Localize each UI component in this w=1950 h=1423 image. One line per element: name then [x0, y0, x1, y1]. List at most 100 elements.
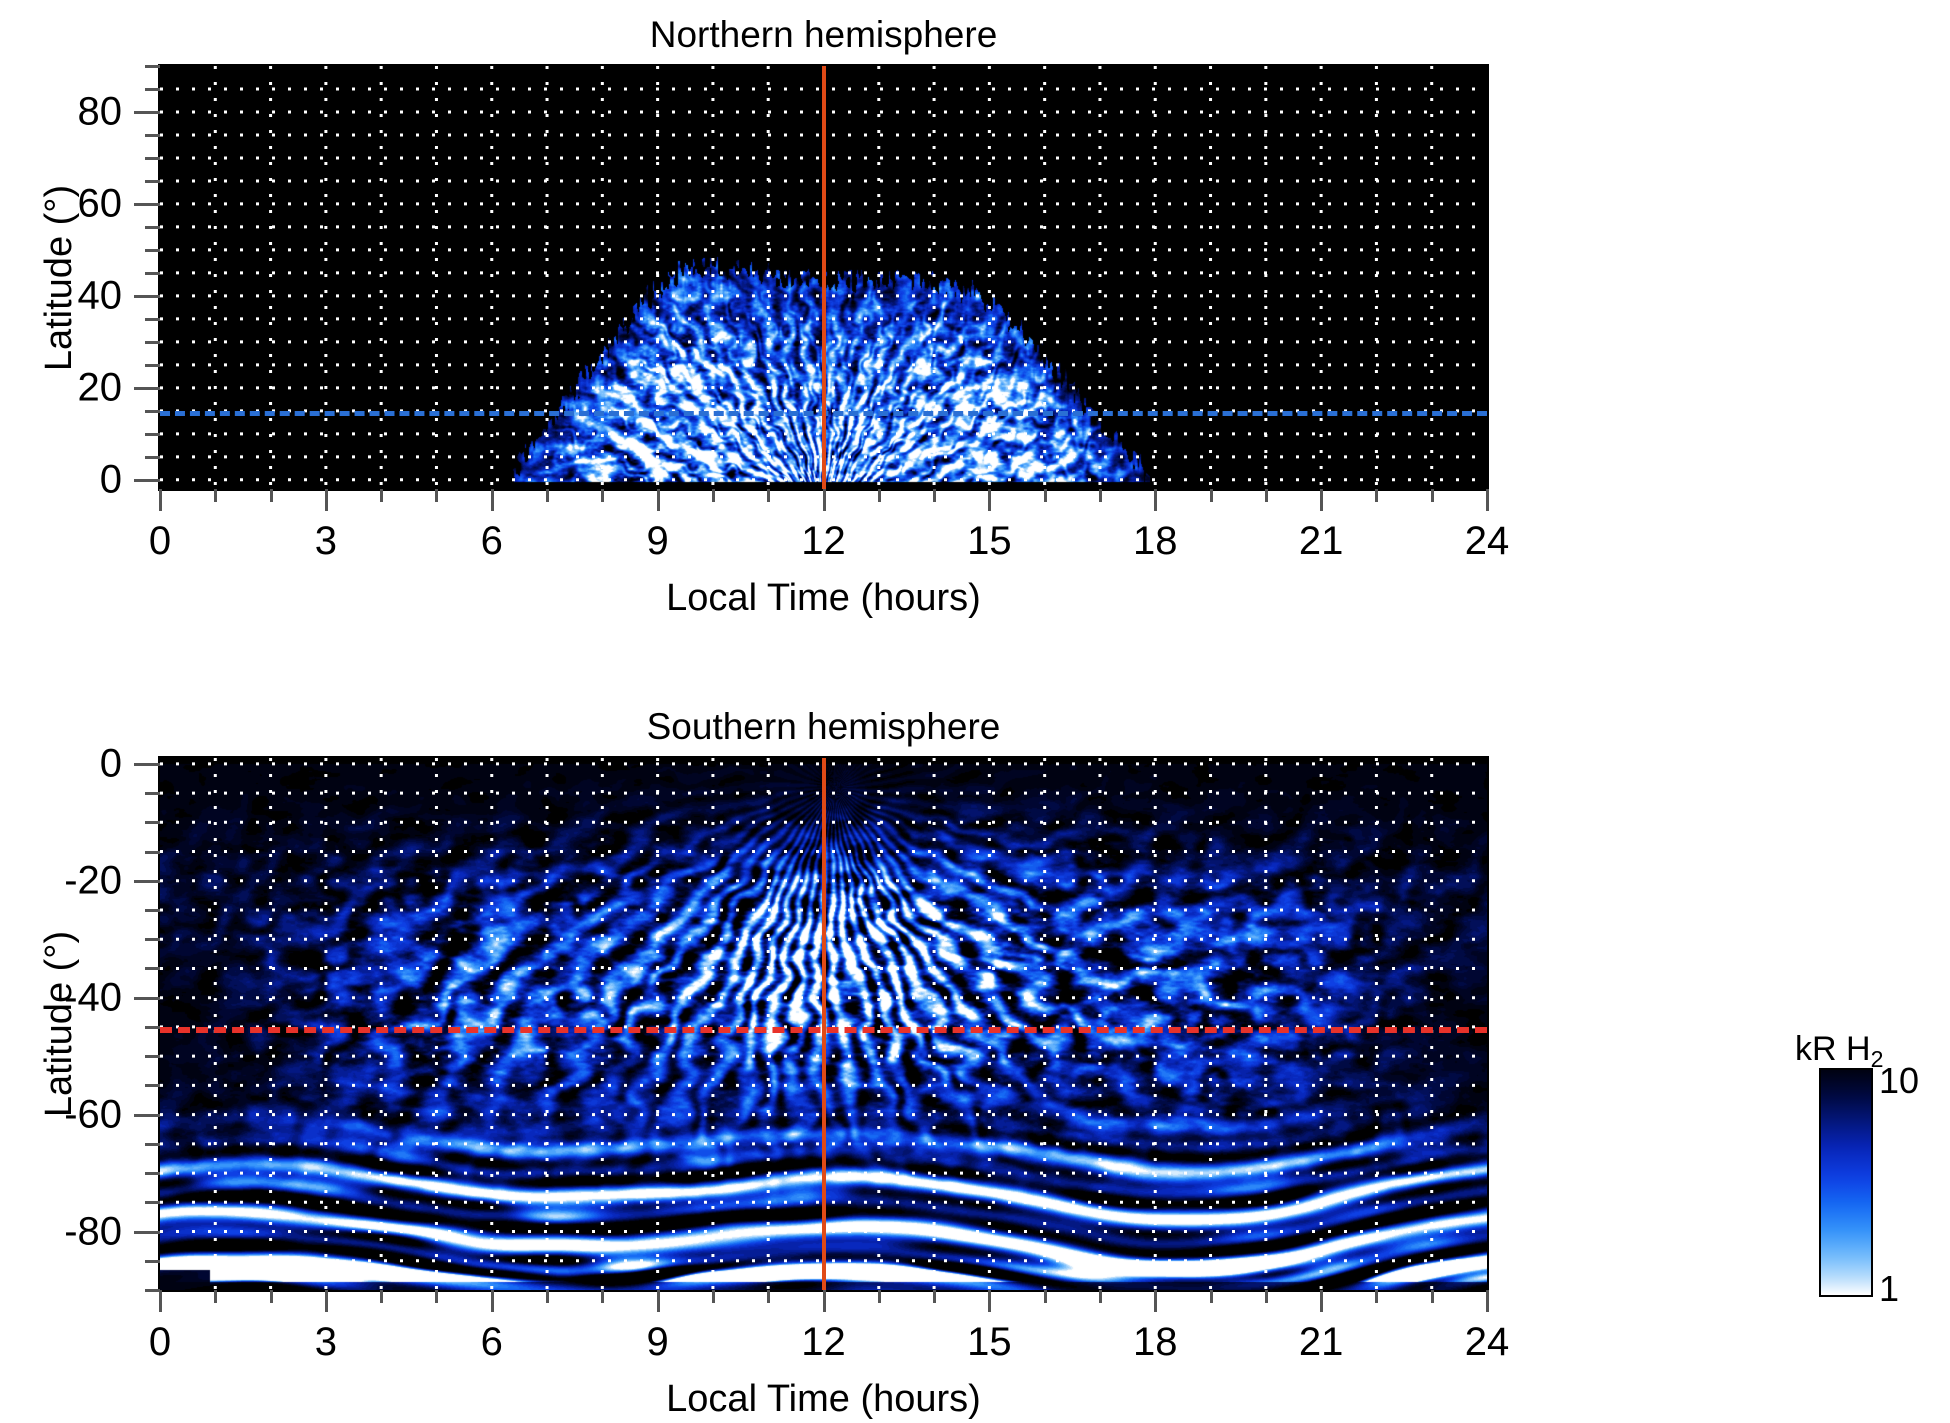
x-axis-tick-label: 15 [967, 519, 1012, 563]
x-axis-minor-tick [380, 1290, 384, 1303]
y-axis-minor-tick [145, 133, 160, 137]
x-axis-major-tick [159, 489, 162, 511]
y-axis-tick-label: 40 [77, 273, 123, 318]
x-axis-major-tick [1486, 1290, 1489, 1312]
x-axis-major-tick [1486, 489, 1489, 511]
x-axis-minor-tick [435, 1290, 439, 1303]
y-axis-minor-tick [145, 432, 160, 436]
x-axis-minor-tick [214, 1290, 218, 1303]
x-axis-minor-tick [1264, 489, 1268, 502]
y-axis-minor-tick [145, 909, 160, 912]
x-axis-title: Local Time (hours) [666, 1378, 981, 1420]
y-axis-minor-tick [145, 1084, 160, 1088]
x-axis-tick-label: 15 [967, 1320, 1012, 1364]
y-axis-minor-tick [145, 850, 160, 854]
x-axis-minor-tick [1098, 489, 1102, 502]
y-axis-tick-label: -60 [64, 1092, 122, 1137]
x-axis-minor-tick [933, 1290, 937, 1303]
x-axis-tick-label: 9 [646, 1320, 669, 1364]
y-axis-minor-tick [145, 1201, 160, 1205]
x-axis-minor-tick [1430, 489, 1434, 502]
y-axis-tick-label: 0 [99, 457, 122, 502]
y-axis-major-tick [134, 386, 160, 390]
y-axis-major-tick [134, 202, 160, 206]
x-axis-minor-tick [601, 489, 605, 502]
y-axis-major-tick [134, 110, 160, 114]
x-axis-major-tick [822, 489, 826, 511]
x-axis-title: Local Time (hours) [666, 577, 981, 619]
noon-marker-line [821, 66, 826, 489]
x-axis-minor-tick [1375, 489, 1379, 502]
x-axis-minor-tick [214, 489, 218, 502]
x-axis-tick-label: 24 [1464, 519, 1510, 563]
x-axis-minor-tick [546, 1290, 550, 1303]
x-axis-major-tick [324, 489, 328, 511]
y-axis-minor-tick [145, 967, 160, 971]
x-axis-major-tick [1154, 489, 1158, 511]
x-axis-major-tick [159, 1290, 162, 1312]
x-axis-minor-tick [435, 489, 439, 502]
y-axis-minor-tick [145, 455, 160, 459]
y-axis-minor-tick [145, 792, 160, 796]
x-axis-major-tick [988, 1290, 992, 1312]
x-axis-tick-label: 24 [1464, 1320, 1510, 1364]
y-axis-tick-label: 60 [77, 181, 123, 226]
x-axis-tick-label: 21 [1298, 519, 1344, 563]
x-axis-major-tick [656, 489, 660, 511]
y-axis-tick-label: 20 [77, 365, 123, 410]
y-axis-major-tick [134, 879, 160, 883]
x-axis-major-tick [490, 1290, 494, 1312]
x-axis-tick-label: 6 [480, 519, 503, 563]
x-axis-minor-tick [601, 1290, 605, 1303]
y-axis-minor-tick [145, 271, 160, 275]
colorbar-max-tick-label: 10 [1879, 1060, 1920, 1101]
x-axis-tick-label: 21 [1298, 1320, 1344, 1364]
x-axis-minor-tick [380, 489, 384, 502]
x-axis-minor-tick [269, 489, 273, 502]
y-axis-minor-tick [145, 248, 160, 252]
y-axis-minor-tick [145, 363, 160, 367]
x-axis-minor-tick [711, 1290, 715, 1303]
x-axis-minor-tick [1209, 489, 1213, 502]
y-axis-major-tick [134, 1113, 160, 1117]
y-axis-minor-tick [145, 225, 160, 229]
x-axis-minor-tick [1264, 1290, 1268, 1303]
y-axis-major-tick [134, 762, 160, 766]
y-axis-minor-tick [145, 179, 160, 183]
x-axis-major-tick [324, 1290, 328, 1312]
y-axis-minor-tick [145, 1259, 160, 1263]
x-axis-major-tick [1154, 1290, 1158, 1312]
x-axis-major-tick [988, 489, 992, 511]
y-axis-major-tick [134, 996, 160, 1000]
colorbar-label: kR H2 [1795, 1030, 1883, 1073]
x-axis-minor-tick [1043, 489, 1047, 502]
y-axis-minor-tick [145, 87, 160, 91]
x-axis-major-tick [656, 1290, 660, 1312]
x-axis-tick-label: 0 [148, 519, 172, 563]
y-axis-minor-tick [145, 1025, 160, 1029]
y-axis-major-tick [134, 478, 160, 482]
x-axis-minor-tick [767, 1290, 771, 1303]
y-axis-tick-label: 0 [99, 741, 122, 786]
x-axis-tick-label: 18 [1133, 519, 1178, 563]
x-axis-minor-tick [767, 489, 771, 502]
x-axis-tick-label: 3 [314, 1320, 337, 1364]
x-axis-tick-label: 12 [801, 1320, 846, 1364]
x-axis-tick-label: 18 [1133, 1320, 1178, 1364]
plot-area-southern [160, 758, 1487, 1290]
y-axis-major-tick [134, 294, 160, 298]
title-northern-hemisphere: Northern hemisphere [649, 14, 998, 55]
y-axis-major-tick [134, 1230, 160, 1234]
x-axis-major-tick [490, 489, 494, 511]
y-axis-minor-tick [145, 821, 160, 825]
x-axis-tick-label: 0 [148, 1320, 172, 1364]
colorbar-min-tick-label: 1 [1879, 1268, 1900, 1309]
x-axis-minor-tick [877, 1290, 881, 1303]
x-axis-tick-label: 3 [314, 519, 337, 563]
x-axis-major-tick [1320, 489, 1324, 511]
colorbar-unit-subscript: 2 [1870, 1045, 1884, 1072]
y-axis-tick-label: -20 [64, 858, 122, 903]
y-axis-minor-tick [145, 1142, 160, 1146]
x-axis-tick-label: 12 [801, 519, 846, 563]
